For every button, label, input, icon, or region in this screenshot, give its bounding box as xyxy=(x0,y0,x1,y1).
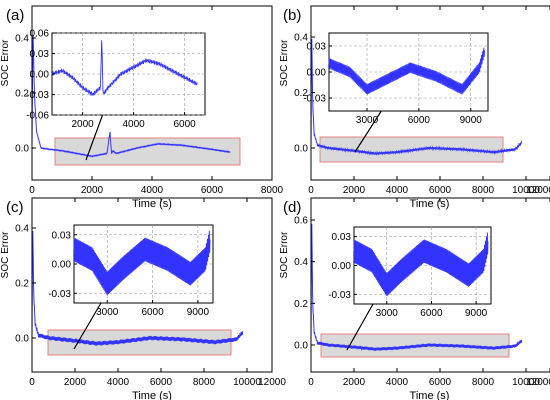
inset-y-tick-label: 0.00 xyxy=(52,260,72,271)
x-axis-label: Time (s) xyxy=(410,390,450,400)
inset-y-tick-label: -0.03 xyxy=(26,90,49,101)
inset-series-line xyxy=(353,232,489,297)
inset-plot: 2000 4000 6000 0.06 0.03 0.00 -0.03 -0.06 xyxy=(26,29,206,130)
y-axis-label: SOC Error xyxy=(0,231,11,278)
x-tick-label: 0 xyxy=(308,377,314,388)
x-tick-label: 8000 xyxy=(193,377,216,388)
x-tick-label: 12000 xyxy=(526,377,550,388)
panel-a: (a) 0 2000 4000 6000 8000 0.0 0.2 0.4 Time (s) SOC… xyxy=(0,5,284,210)
inset-y-tick-label: 0.03 xyxy=(30,49,50,60)
inset-x-tick-label: 6000 xyxy=(173,119,196,130)
x-tick-label: 12000 xyxy=(258,377,286,388)
highlight-region xyxy=(54,137,241,166)
x-tick-label: 6000 xyxy=(150,377,173,388)
panel-label: (d) xyxy=(283,199,301,216)
x-axis-label: Time (s) xyxy=(410,198,450,210)
inset-y-tick-label: -0.03 xyxy=(48,289,71,300)
y-tick-label: 0.0 xyxy=(294,341,308,352)
x-tick-label: 0 xyxy=(29,185,35,196)
y-axis-label: SOC Error xyxy=(279,39,290,86)
y-tick-label: 0.2 xyxy=(294,88,308,99)
inset-x-tick-label: 6000 xyxy=(420,308,443,319)
panel-label: (c) xyxy=(6,199,24,216)
inset-y-tick-label: 0.03 xyxy=(332,232,352,243)
inset-x-tick-label: 9000 xyxy=(187,307,210,318)
x-tick-label: 2000 xyxy=(343,377,366,388)
inset-y-tick-label: 0.03 xyxy=(52,230,72,241)
x-tick-label: 2000 xyxy=(81,185,104,196)
inset-x-tick-label: 3000 xyxy=(96,307,119,318)
inset-y-tick-label: -0.03 xyxy=(303,94,326,105)
inset-plot: 3000 6000 9000 0.03 0.00 -0.03 xyxy=(303,32,489,126)
x-axis-label: Time (s) xyxy=(132,198,172,210)
inset-y-tick-label: 0.00 xyxy=(307,68,327,79)
inset-y-tick-label: -0.03 xyxy=(328,290,351,301)
x-tick-label: 0 xyxy=(308,185,314,196)
y-tick-label: 0.4 xyxy=(294,33,308,44)
y-axis-label: SOC Error xyxy=(0,39,11,86)
x-tick-label: 0 xyxy=(29,377,35,388)
main-series-line xyxy=(31,35,231,158)
y-tick-label: 0.0 xyxy=(15,334,29,345)
panel-label: (b) xyxy=(283,7,301,24)
x-tick-label: 2000 xyxy=(64,377,87,388)
inset-x-tick-label: 9000 xyxy=(465,308,488,319)
y-tick-label: 0.0 xyxy=(15,144,29,155)
x-tick-label: 10000 xyxy=(233,377,261,388)
inset-series-line xyxy=(73,230,211,295)
y-tick-label: 0.4 xyxy=(294,257,308,268)
inset-y-tick-label: 0.03 xyxy=(307,42,327,53)
y-tick-label: 0.0 xyxy=(294,144,308,155)
inset-x-tick-label: 6000 xyxy=(141,307,164,318)
plot-frame xyxy=(31,197,273,373)
x-tick-label: 4000 xyxy=(107,377,130,388)
inset-x-tick-label: 2000 xyxy=(71,119,94,130)
inset-plot: 3000 6000 9000 0.03 0.00 -0.03 xyxy=(328,226,492,319)
inset-y-tick-label: -0.06 xyxy=(26,111,49,122)
x-tick-label: 8000 xyxy=(472,185,495,196)
x-tick-label: 4000 xyxy=(386,185,409,196)
x-tick-label: 8000 xyxy=(472,377,495,388)
inset-x-tick-label: 3000 xyxy=(356,115,379,126)
x-tick-label: 4000 xyxy=(141,185,164,196)
x-axis-label: Time (s) xyxy=(132,390,172,400)
inset-x-tick-label: 9000 xyxy=(460,115,483,126)
inset-x-tick-label: 3000 xyxy=(376,308,399,319)
inset-series-line xyxy=(51,40,198,97)
x-tick-label: 10000 xyxy=(512,185,540,196)
x-tick-label: 4000 xyxy=(386,377,409,388)
inset-y-tick-label: 0.00 xyxy=(332,261,352,272)
x-tick-label: 6000 xyxy=(201,185,224,196)
panel-label: (a) xyxy=(6,7,24,24)
x-tick-label: 2000 xyxy=(343,185,366,196)
x-tick-label: 12000 xyxy=(526,185,550,196)
x-tick-label: 10000 xyxy=(512,377,540,388)
plot-frame xyxy=(310,197,550,373)
y-tick-label: 0.6 xyxy=(294,216,308,227)
y-tick-label: 0.2 xyxy=(294,299,308,310)
y-axis-label: SOC Error xyxy=(279,231,290,278)
y-tick-label: 0.2 xyxy=(15,279,29,290)
y-tick-label: 0.2 xyxy=(15,89,29,100)
x-tick-label: 6000 xyxy=(429,185,452,196)
inset-series-line xyxy=(328,47,485,95)
main-series-line xyxy=(310,223,523,351)
y-tick-label: 0.4 xyxy=(15,224,29,235)
x-tick-label: 8000 xyxy=(261,185,284,196)
zoom-arrow xyxy=(346,296,378,351)
inset-y-tick-label: 0.00 xyxy=(30,70,50,81)
main-series-line xyxy=(310,38,523,156)
inset-x-tick-label: 6000 xyxy=(408,115,431,126)
inset-y-tick-label: 0.06 xyxy=(30,29,50,40)
main-series-line xyxy=(31,230,244,346)
y-tick-label: 0.4 xyxy=(15,34,29,45)
x-tick-label: 6000 xyxy=(429,377,452,388)
inset-x-tick-label: 4000 xyxy=(122,119,145,130)
inset-plot: 3000 6000 9000 0.03 0.00 -0.03 xyxy=(48,224,214,318)
